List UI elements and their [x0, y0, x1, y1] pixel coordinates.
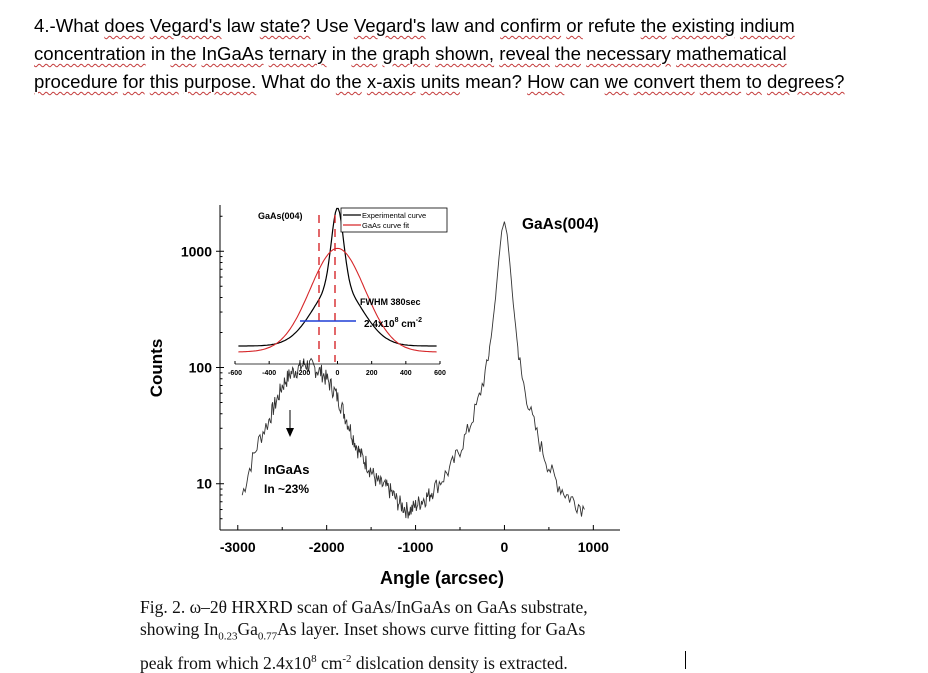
inset-plot: -600 -400 -200 0 200 400 600 GaAs(004) Experim…	[228, 208, 447, 377]
gaas-peak-label: GaAs(004)	[522, 216, 599, 233]
caption-line-1: Fig. 2. ω–2θ HRXRD scan of GaAs/InGaAs o…	[140, 596, 700, 618]
inset-x-tick-label: 200	[366, 370, 378, 377]
y-axis-label: Counts	[147, 339, 166, 398]
dislocation-density-label: 2.4x108 cm-2	[364, 317, 422, 330]
inset-x-tick-label: 600	[434, 370, 446, 377]
indium-percent-label: In ~23%	[264, 482, 309, 496]
inset-x-tick-label: 0	[336, 370, 340, 377]
inset-x-tick-label: -400	[262, 370, 276, 377]
inset-title: GaAs(004)	[258, 211, 303, 221]
inset-x-ticks: -600 -400 -200 0 200 400 600	[228, 361, 446, 377]
x-axis-label: Angle (arcsec)	[380, 568, 504, 588]
x-tick-label: 0	[501, 539, 509, 555]
x-tick-label: -1000	[398, 539, 434, 555]
y-ticks: 10 100 1000	[181, 216, 224, 530]
x-tick-label: -3000	[220, 539, 256, 555]
y-tick-label: 1000	[181, 243, 212, 259]
inset-x-tick-label: 400	[400, 370, 412, 377]
ingaas-label: InGaAs	[264, 462, 310, 477]
y-tick-label: 10	[196, 476, 212, 492]
inset-legend: Experimental curve GaAs curve fit	[341, 208, 447, 232]
legend-label-experimental: Experimental curve	[362, 211, 426, 220]
caption-line-2: showing In0.23Ga0.77As layer. Inset show…	[140, 618, 700, 648]
legend-label-fit: GaAs curve fit	[362, 221, 410, 230]
inset-x-tick-label: -200	[296, 370, 310, 377]
figure-caption: Fig. 2. ω–2θ HRXRD scan of GaAs/InGaAs o…	[140, 596, 700, 673]
text-cursor	[685, 651, 686, 669]
inset-x-tick-label: -600	[228, 370, 242, 377]
x-tick-label: 1000	[578, 539, 609, 555]
down-arrow-icon	[286, 410, 294, 437]
fwhm-label: FWHM 380sec	[360, 297, 421, 307]
x-tick-label: -2000	[309, 539, 345, 555]
caption-line-3: peak from which 2.4x108 cm-2 dislcation …	[140, 648, 700, 673]
y-tick-label: 100	[189, 360, 213, 376]
